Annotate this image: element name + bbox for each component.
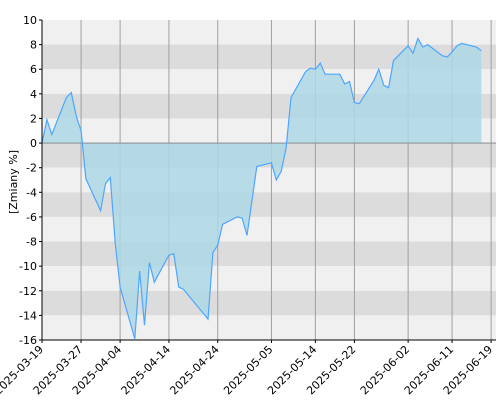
grid-band (42, 315, 496, 340)
x-tick-label: 2025-04-24 (167, 343, 221, 397)
axes (41, 20, 496, 341)
y-tick-label: -6 (26, 211, 37, 224)
grid-band (42, 290, 496, 316)
y-tick-label: 8 (30, 39, 37, 52)
grid-band (42, 192, 496, 217)
y-tick-label: -4 (26, 186, 37, 199)
series-line (41, 37, 482, 339)
grid-band (42, 216, 496, 242)
y-tick-label: 4 (30, 88, 37, 101)
y-axis-label: [Zmiany %] (7, 150, 20, 214)
y-tick-label: 2 (30, 112, 37, 125)
y-tick-label: -14 (19, 309, 37, 322)
x-axis-ticks: 2025-03-192025-03-272025-04-042025-04-14… (0, 340, 495, 397)
y-axis-ticks: 10 8 6 4 2 0 -2 -4 -6 -8 -10 -12 -14 -16 (19, 14, 42, 347)
y-tick-label: -12 (19, 285, 37, 298)
y-tick-label: 0 (30, 137, 37, 150)
y-tick-label: -16 (19, 334, 37, 347)
data-series (41, 37, 496, 339)
grid-band (42, 266, 496, 291)
series-area (42, 38, 482, 339)
x-tick-label: 2025-04-14 (119, 343, 173, 397)
y-tick-label: -8 (26, 236, 37, 249)
y-tick-label: 10 (23, 14, 37, 27)
y-tick-label: -2 (26, 162, 37, 175)
grid-band (42, 20, 496, 45)
grid-band (42, 241, 496, 267)
y-tick-label: -10 (19, 260, 37, 273)
y-tick-label: 6 (30, 63, 37, 76)
